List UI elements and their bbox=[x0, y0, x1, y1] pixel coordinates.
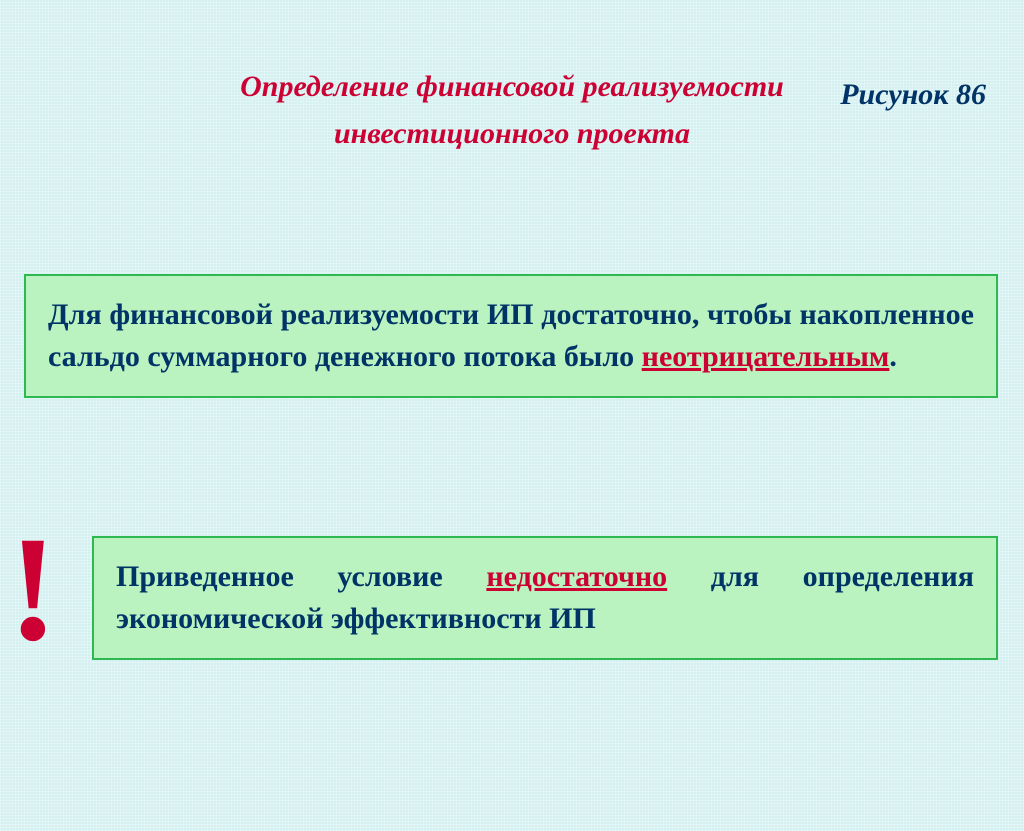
title-line-1: Определение финансовой реализуемости bbox=[240, 70, 784, 103]
box1-text-after: . bbox=[889, 340, 897, 373]
box1-highlight: неотрицательным bbox=[642, 340, 890, 373]
definition-box-2: Приведенное условие недостаточно для опр… bbox=[92, 536, 998, 660]
definition-box-1: Для финансовой реализуемости ИП достаточ… bbox=[24, 274, 998, 398]
title-line-2: инвестиционного проекта bbox=[334, 117, 690, 150]
box2-text-before: Приведенное условие bbox=[116, 560, 486, 593]
exclamation-icon: ! bbox=[8, 514, 58, 664]
box2-highlight: недостаточно bbox=[486, 560, 667, 593]
figure-label: Рисунок 86 bbox=[840, 78, 986, 112]
